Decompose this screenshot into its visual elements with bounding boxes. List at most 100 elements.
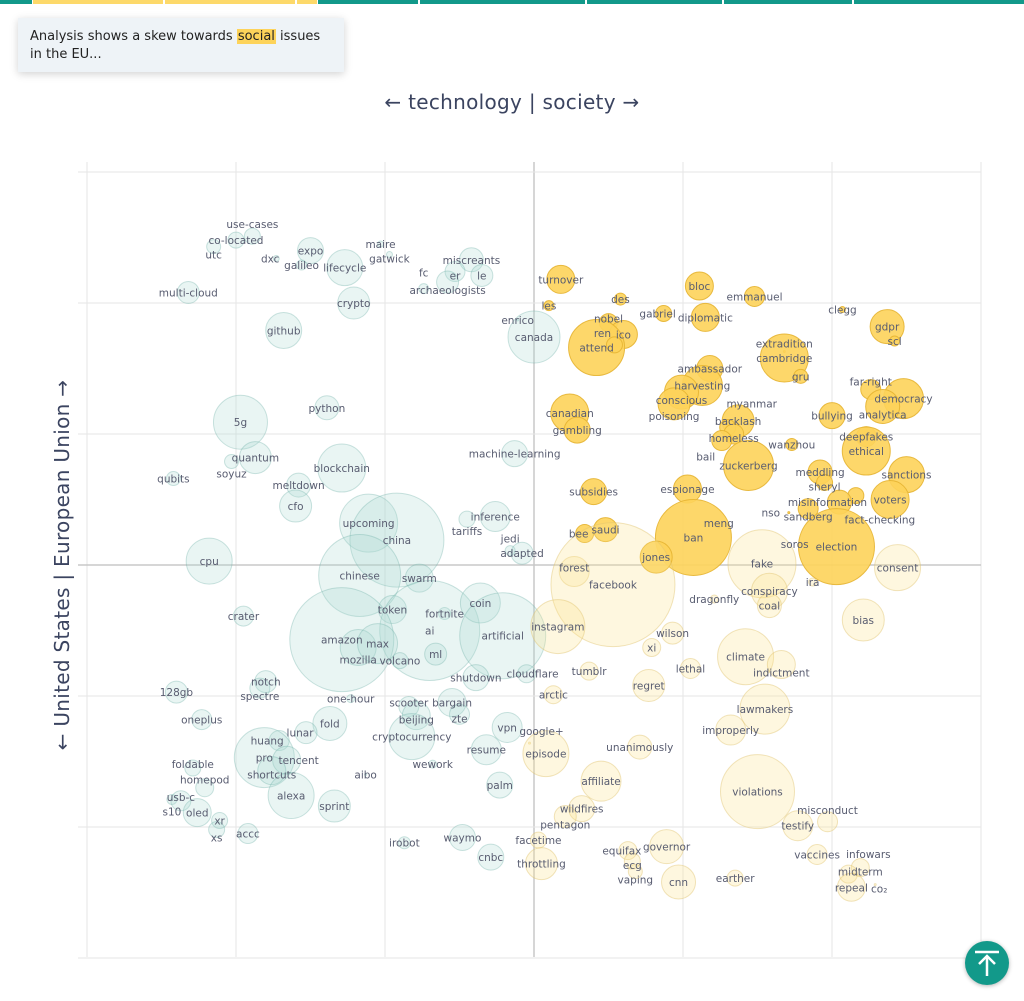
bubble-spectre[interactable]	[249, 677, 271, 699]
bubble-irobot[interactable]	[397, 836, 411, 850]
bubble-shortcuts[interactable]	[257, 756, 287, 786]
bubble-wildfires[interactable]	[568, 795, 596, 823]
bubble-max[interactable]	[357, 623, 399, 665]
bubble-resume[interactable]	[470, 734, 502, 766]
bubble-ai[interactable]	[379, 580, 481, 681]
bubble-voters[interactable]	[870, 480, 910, 519]
progress-segment[interactable]	[297, 0, 317, 4]
bubble-cloudflare[interactable]	[517, 664, 537, 684]
bubble-unanimously[interactable]	[627, 734, 653, 760]
progress-segment[interactable]	[0, 0, 32, 4]
bubble-waymo[interactable]	[448, 823, 476, 851]
bubble-lawmakers[interactable]	[739, 683, 791, 735]
bubble-xs[interactable]	[208, 821, 226, 839]
bubble-cfo[interactable]	[279, 489, 313, 523]
bubble-repeal[interactable]	[836, 872, 866, 902]
bubble-ml[interactable]	[424, 642, 448, 666]
bubble-facebook[interactable]	[550, 522, 676, 648]
bubble-misconduct[interactable]	[817, 811, 839, 833]
bubble-pentagon[interactable]	[553, 805, 577, 829]
bubble-tumblr[interactable]	[579, 661, 599, 681]
bubble-galileo[interactable]	[296, 259, 308, 271]
bubble-jones[interactable]	[639, 540, 673, 574]
bubble-cambridge[interactable]	[759, 333, 809, 383]
bubble-ethical[interactable]	[841, 426, 891, 476]
bubble-oneplus[interactable]	[191, 709, 213, 731]
bubble-bail[interactable]	[711, 430, 733, 452]
bubble-regret[interactable]	[632, 669, 666, 703]
bubble-python[interactable]	[314, 395, 340, 421]
bubble-coal[interactable]	[756, 593, 782, 619]
bubble-vaping[interactable]	[627, 864, 643, 880]
bubble-equifax[interactable]	[618, 841, 638, 861]
bubble-bloc[interactable]	[684, 271, 714, 301]
progress-segment[interactable]	[854, 0, 1024, 4]
back-to-top-button[interactable]	[965, 941, 1009, 985]
bubble-facetime[interactable]	[529, 831, 547, 849]
bubble-testify[interactable]	[782, 810, 814, 842]
bubble-zte[interactable]	[449, 703, 470, 725]
bubble-le[interactable]	[470, 263, 494, 287]
bubble-archaeologists[interactable]	[436, 270, 460, 294]
bubble-fake[interactable]	[727, 529, 797, 599]
bubble-mozilla[interactable]	[339, 629, 377, 667]
bubble-forest[interactable]	[558, 556, 590, 588]
bubble-utc[interactable]	[206, 239, 222, 255]
bubble-indictment[interactable]	[766, 650, 796, 680]
bubble-inference[interactable]	[479, 501, 511, 533]
bubble-oled[interactable]	[182, 798, 212, 828]
bubble-diplomatic[interactable]	[690, 302, 720, 332]
bubble-scl[interactable]	[889, 335, 901, 347]
bubble-amazon[interactable]	[289, 587, 395, 693]
bubble-les[interactable]	[543, 300, 555, 312]
bubble-dxc[interactable]	[272, 254, 280, 262]
bubble-ira[interactable]	[808, 577, 818, 587]
bubble-consent[interactable]	[874, 544, 922, 592]
bubble-scooter[interactable]	[398, 695, 420, 717]
bubble-google+[interactable]	[528, 741, 532, 745]
bubble-subsidies[interactable]	[580, 478, 608, 506]
bubble-cpu[interactable]	[185, 537, 233, 585]
progress-segment[interactable]	[724, 0, 852, 4]
bubble-ren[interactable]	[605, 336, 623, 354]
bubble-co₂[interactable]	[873, 883, 877, 887]
bubble-violations[interactable]	[720, 754, 795, 830]
bubble-gabriel[interactable]	[655, 304, 673, 322]
bubble-maire[interactable]	[377, 240, 385, 248]
bubble-vpn[interactable]	[491, 711, 523, 743]
bubble-ecg[interactable]	[623, 852, 641, 870]
progress-segment[interactable]	[587, 0, 722, 4]
bubble-chinese[interactable]	[318, 533, 402, 617]
bubble-fold[interactable]	[312, 706, 348, 742]
bubble-des[interactable]	[613, 292, 627, 306]
bubble-clegg[interactable]	[838, 306, 846, 314]
bubble-crater[interactable]	[232, 605, 254, 627]
bubble-tariffs[interactable]	[458, 510, 476, 528]
bubble-pro[interactable]	[233, 727, 295, 789]
bubble-cnbc[interactable]	[477, 843, 505, 871]
bubble-huang[interactable]	[268, 730, 290, 752]
bubble-bee[interactable]	[575, 524, 595, 544]
bubble-jedi[interactable]	[504, 545, 516, 557]
bubble-xi[interactable]	[642, 638, 662, 658]
bubble-affiliate[interactable]	[580, 760, 622, 802]
bubble-miscreants[interactable]	[458, 247, 484, 273]
bubble-foldable[interactable]	[184, 759, 202, 777]
bubble-lethal[interactable]	[679, 657, 701, 679]
bubble-conspiracy[interactable]	[750, 572, 788, 610]
progress-segment[interactable]	[33, 0, 163, 4]
bubble-gru[interactable]	[793, 368, 809, 384]
bubble-vaccines[interactable]	[806, 844, 828, 866]
bubble-quantum[interactable]	[238, 441, 272, 475]
bubble-meltdown[interactable]	[286, 472, 312, 498]
bubble-multi-cloud[interactable]	[176, 281, 200, 305]
bubble-shutdown[interactable]	[462, 664, 490, 692]
bubble-github[interactable]	[265, 312, 303, 350]
bubble-lifecycle[interactable]	[326, 249, 364, 287]
bubble-nso[interactable]	[787, 511, 791, 515]
bubble-5g[interactable]	[212, 394, 268, 450]
bubble-soyuz[interactable]	[224, 454, 240, 470]
bubble-bias[interactable]	[841, 598, 885, 642]
bubble-bargain[interactable]	[437, 688, 467, 718]
bubble-china[interactable]	[349, 492, 445, 588]
